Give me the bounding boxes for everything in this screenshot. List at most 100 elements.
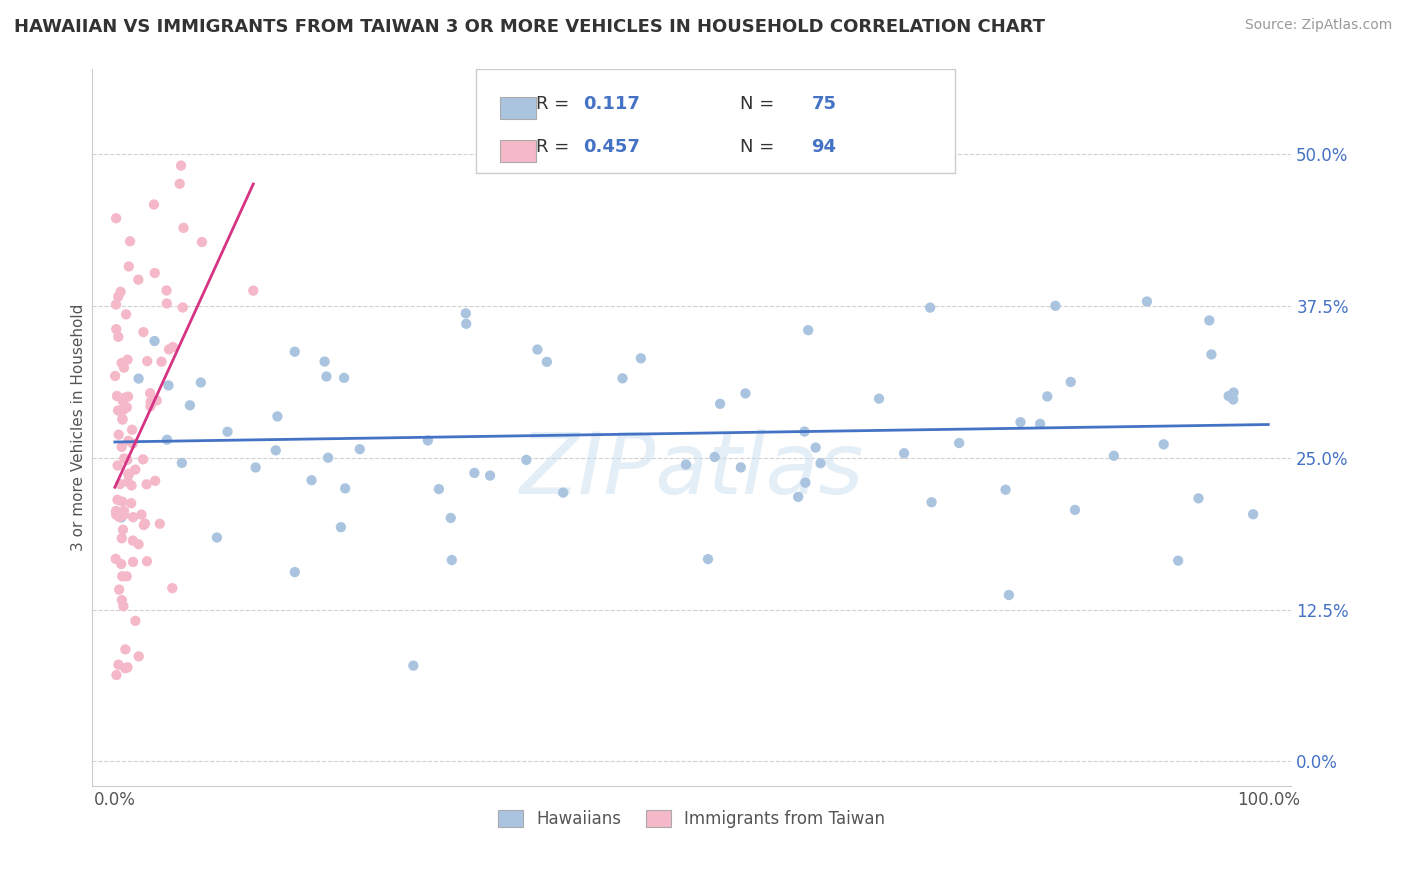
Point — [112, 599, 135, 614]
Point — [110, 557, 132, 571]
Point — [402, 658, 425, 673]
Point — [112, 451, 135, 466]
Point — [675, 458, 697, 472]
Point — [1045, 299, 1067, 313]
Point — [107, 657, 129, 672]
Point — [172, 301, 194, 315]
Point — [122, 436, 145, 450]
Point — [1218, 389, 1240, 403]
Point — [156, 433, 179, 447]
Point — [114, 391, 136, 405]
Point — [612, 371, 634, 385]
Point — [143, 266, 166, 280]
Text: 0.117: 0.117 — [583, 95, 641, 113]
Point — [124, 462, 146, 476]
Point — [105, 668, 128, 682]
Point — [1187, 491, 1209, 506]
Point — [463, 466, 485, 480]
Point — [117, 352, 139, 367]
Point — [112, 504, 135, 518]
Point — [1060, 375, 1083, 389]
Point — [994, 483, 1017, 497]
Text: N =: N = — [740, 95, 779, 113]
Point — [804, 441, 827, 455]
Point — [162, 581, 184, 595]
Point — [333, 371, 356, 385]
Point — [217, 425, 239, 439]
Point — [316, 450, 339, 465]
Point — [107, 403, 129, 417]
Point — [108, 510, 131, 524]
Point — [105, 389, 128, 403]
Y-axis label: 3 or more Vehicles in Household: 3 or more Vehicles in Household — [72, 303, 86, 551]
Point — [427, 482, 450, 496]
Point — [479, 468, 502, 483]
Point — [117, 660, 139, 674]
Point — [117, 434, 139, 448]
Point — [122, 510, 145, 524]
Point — [1036, 389, 1059, 403]
Point — [143, 334, 166, 348]
Point — [1198, 313, 1220, 327]
Point — [730, 460, 752, 475]
Point — [1222, 385, 1244, 400]
Point — [697, 552, 720, 566]
Point — [1102, 449, 1125, 463]
Text: 0.457: 0.457 — [583, 138, 641, 156]
Point — [110, 285, 132, 299]
Point — [156, 296, 179, 310]
Point — [1064, 503, 1087, 517]
Point — [149, 516, 172, 531]
Point — [118, 260, 141, 274]
Text: R =: R = — [536, 95, 575, 113]
Point — [1222, 392, 1244, 407]
Point — [121, 423, 143, 437]
Point — [734, 386, 756, 401]
Point — [526, 343, 548, 357]
Point — [157, 378, 180, 392]
Point — [630, 351, 652, 366]
Point — [128, 537, 150, 551]
Point — [1136, 294, 1159, 309]
Point — [787, 490, 810, 504]
Point — [118, 467, 141, 481]
Point — [132, 452, 155, 467]
Point — [115, 307, 138, 321]
Point — [170, 456, 193, 470]
Point — [104, 552, 127, 566]
Point — [333, 481, 356, 495]
Point — [107, 492, 129, 507]
Point — [122, 555, 145, 569]
Point — [105, 507, 128, 521]
Point — [108, 582, 131, 597]
FancyBboxPatch shape — [499, 97, 536, 119]
Point — [110, 510, 132, 524]
Text: 94: 94 — [811, 138, 837, 156]
Point — [128, 371, 150, 385]
Point — [155, 284, 177, 298]
Point — [120, 496, 142, 510]
Point — [191, 235, 214, 249]
Point — [1153, 437, 1175, 451]
Point — [143, 474, 166, 488]
Point — [127, 273, 149, 287]
Point — [114, 642, 136, 657]
Text: ZIPatlas: ZIPatlas — [519, 429, 863, 512]
Point — [105, 211, 128, 226]
Text: R =: R = — [536, 138, 575, 156]
Point — [190, 376, 212, 390]
Point — [329, 520, 352, 534]
Point — [416, 434, 439, 448]
Point — [794, 475, 817, 490]
Point — [703, 450, 725, 464]
Point — [1167, 554, 1189, 568]
Point — [112, 360, 135, 375]
Point — [797, 323, 820, 337]
Point — [893, 446, 915, 460]
Point — [602, 144, 624, 158]
Point — [173, 220, 195, 235]
Point — [117, 390, 139, 404]
Point — [107, 289, 129, 303]
Point — [921, 495, 943, 509]
Point — [1201, 347, 1223, 361]
